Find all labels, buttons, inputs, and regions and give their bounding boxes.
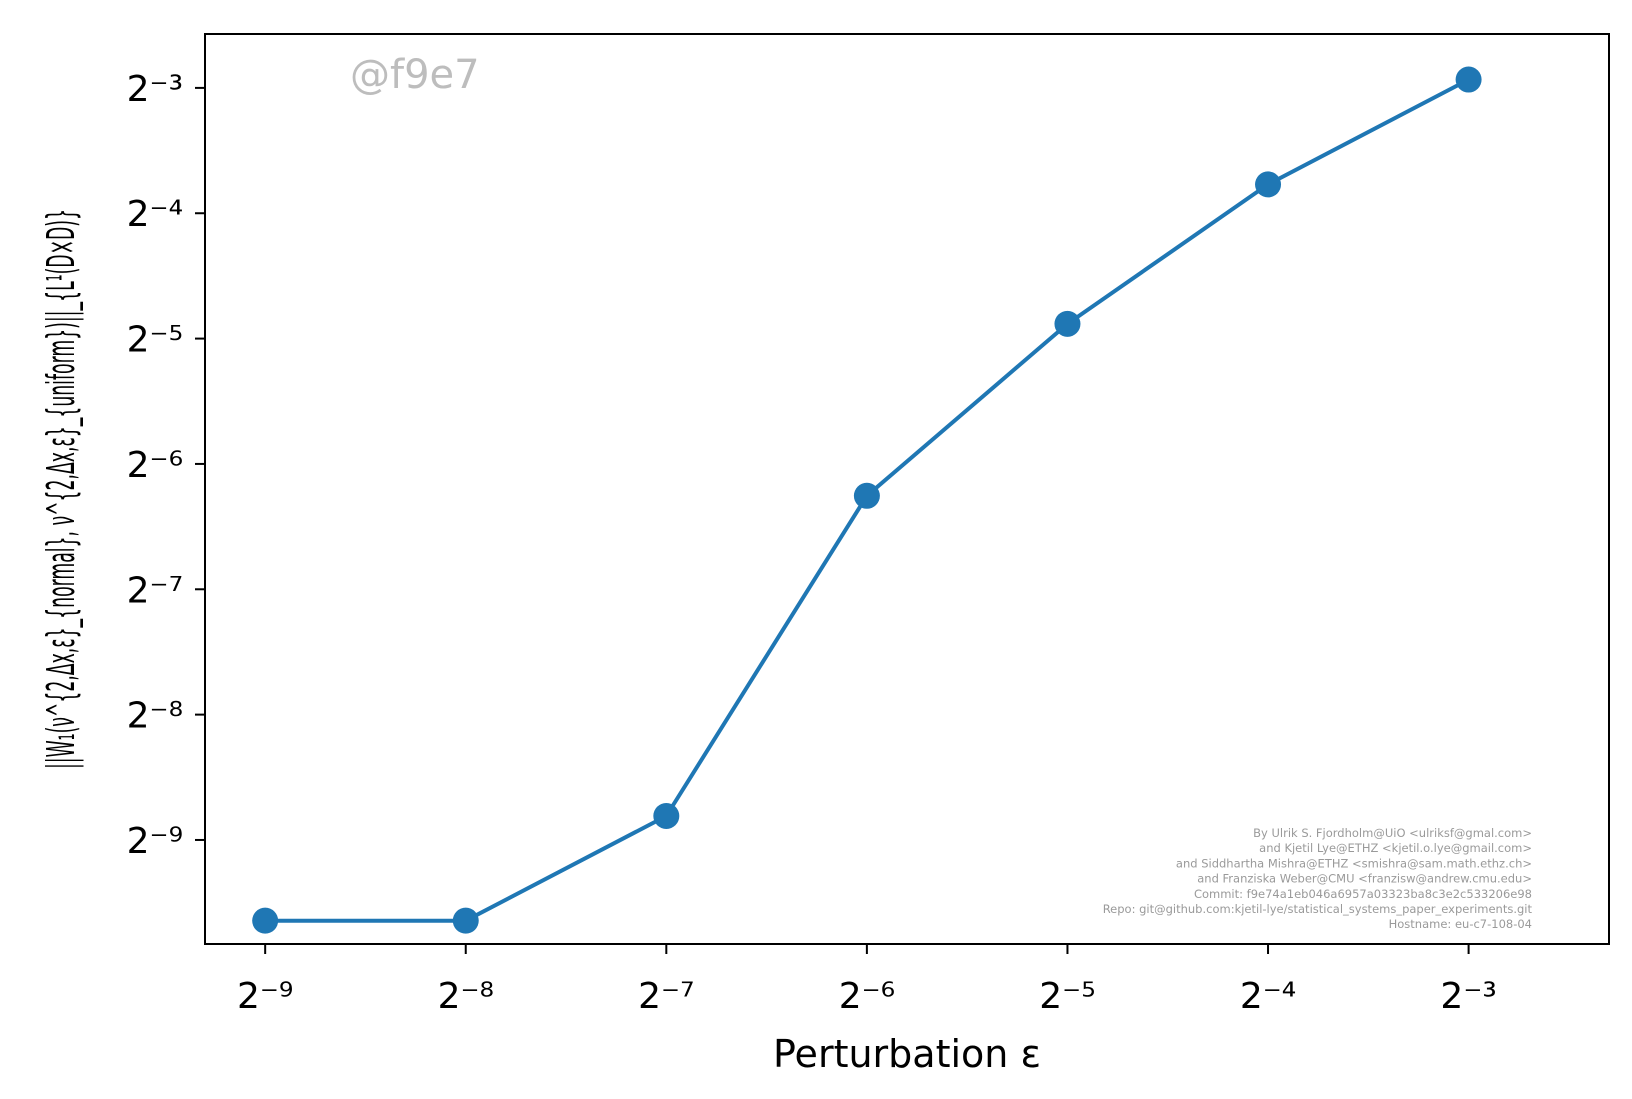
data-point: [853, 482, 880, 509]
x-tick-label: 2⁻³: [1440, 976, 1496, 1017]
x-tick-label: 2⁻⁹: [237, 976, 293, 1017]
data-point: [1255, 171, 1282, 198]
data-point: [653, 802, 680, 829]
x-axis-label: Perturbation ε: [773, 1032, 1041, 1076]
y-tick-label: 2⁻⁹: [127, 821, 183, 862]
y-tick-label: 2⁻⁶: [127, 445, 183, 486]
credits-line: and Kjetil Lye@ETHZ <kjetil.o.lye@gmail.…: [1259, 841, 1532, 855]
credits-line: and Franziska Weber@CMU <franzisw@andrew…: [1197, 872, 1532, 886]
credits-line: Hostname: eu-c7-108-04: [1389, 917, 1532, 931]
credits-line: Commit: f9e74a1eb046a6957a03323ba8c3e2c5…: [1194, 887, 1532, 901]
y-axis-ticks: 2⁻⁹ 2⁻⁸ 2⁻⁷ 2⁻⁶ 2⁻⁵ 2⁻⁴ 2⁻³: [127, 69, 205, 862]
x-tick-label: 2⁻⁶: [839, 976, 895, 1017]
credits-line: and Siddhartha Mishra@ETHZ <smishra@sam.…: [1176, 856, 1532, 870]
watermark: @f9e7: [350, 52, 480, 98]
data-point: [1054, 310, 1081, 337]
y-tick-label: 2⁻⁷: [127, 570, 183, 611]
y-tick-label: 2⁻⁸: [127, 696, 183, 737]
data-point: [452, 907, 479, 934]
y-tick-label: 2⁻⁴: [127, 194, 183, 235]
x-tick-label: 2⁻⁴: [1240, 976, 1296, 1017]
x-tick-label: 2⁻⁷: [638, 976, 694, 1017]
series-layer: [252, 66, 1482, 934]
x-tick-label: 2⁻⁵: [1039, 976, 1095, 1017]
x-axis-ticks: 2⁻⁹ 2⁻⁸ 2⁻⁷ 2⁻⁶ 2⁻⁵ 2⁻⁴ 2⁻³: [237, 944, 1497, 1017]
credits-line: By Ulrik S. Fjordholm@UiO <ulriksf@gmal.…: [1253, 826, 1532, 840]
y-tick-label: 2⁻³: [127, 69, 183, 110]
plot-frame: [204, 33, 1610, 945]
x-tick-label: 2⁻⁸: [438, 976, 494, 1017]
data-point: [1455, 66, 1482, 93]
y-tick-label: 2⁻⁵: [127, 320, 183, 361]
y-axis-label: ||W₁(ν^{2,Δx,ε}_{normal}, ν^{2,Δx,ε}_{un…: [39, 209, 84, 769]
data-point: [252, 907, 279, 934]
credits-line: Repo: git@github.com:kjetil-lye/statisti…: [1103, 902, 1533, 916]
credits-block: By Ulrik S. Fjordholm@UiO <ulriksf@gmal.…: [1103, 826, 1533, 931]
